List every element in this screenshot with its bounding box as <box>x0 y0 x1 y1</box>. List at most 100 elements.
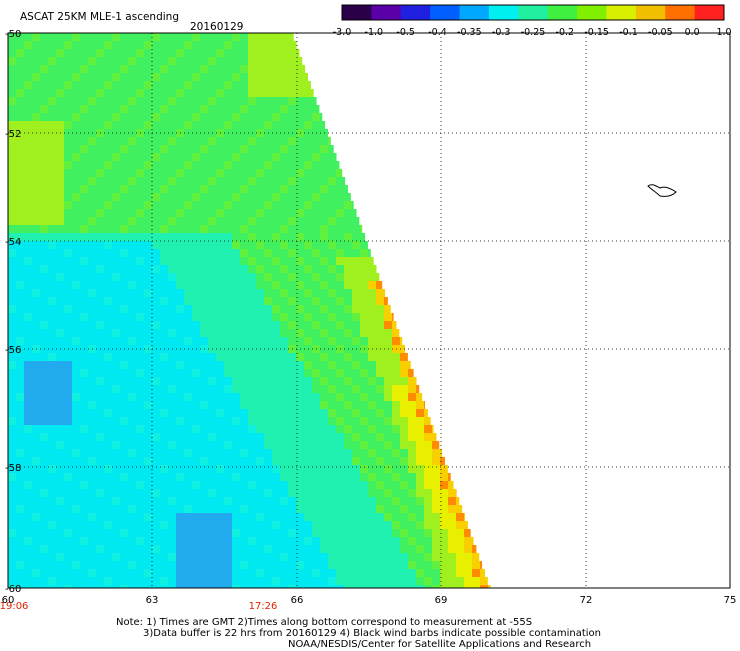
data-cell <box>424 449 432 457</box>
data-cell <box>168 401 176 409</box>
data-cell <box>8 297 16 305</box>
data-cell <box>280 569 288 577</box>
data-cell <box>72 385 80 393</box>
data-cell <box>240 449 248 457</box>
data-cell <box>232 377 240 385</box>
data-cell <box>176 201 184 209</box>
data-cell <box>360 289 368 297</box>
data-cell <box>16 73 24 81</box>
data-cell <box>48 433 56 441</box>
data-cell <box>48 449 56 457</box>
data-cell <box>144 313 152 321</box>
data-cell <box>144 577 152 585</box>
data-cell <box>144 305 152 313</box>
data-cell <box>104 273 112 281</box>
data-cell <box>72 33 80 41</box>
data-cell <box>288 249 296 257</box>
data-cell <box>200 537 208 545</box>
data-cell <box>280 401 288 409</box>
data-cell <box>320 321 328 329</box>
data-cell <box>264 457 272 465</box>
data-cell <box>256 521 264 529</box>
data-cell <box>320 393 328 401</box>
data-cell <box>336 249 344 257</box>
data-cell <box>136 145 144 153</box>
data-cell <box>64 145 72 153</box>
data-cell <box>384 457 392 465</box>
data-cell <box>32 273 40 281</box>
data-cell <box>304 249 312 257</box>
data-cell <box>368 561 376 569</box>
data-cell <box>352 529 360 537</box>
data-cell <box>408 529 416 537</box>
data-cell <box>216 225 224 233</box>
data-cell <box>328 385 336 393</box>
data-cell <box>8 377 16 385</box>
data-cell <box>16 377 24 385</box>
data-cell <box>112 401 120 409</box>
longitude-label: 66 <box>291 595 304 606</box>
data-cell <box>24 337 32 345</box>
data-cell <box>168 145 176 153</box>
data-cell <box>360 337 368 345</box>
data-cell <box>256 49 264 57</box>
data-cell <box>240 489 248 497</box>
data-cell <box>120 457 128 465</box>
data-cell <box>272 465 280 473</box>
data-cell <box>136 489 144 497</box>
data-cell <box>48 41 56 49</box>
note-line-2: 3)Data buffer is 22 hrs from 20160129 4)… <box>143 628 601 640</box>
data-cell <box>168 393 176 401</box>
data-cell <box>288 457 296 465</box>
data-cell <box>96 489 104 497</box>
data-cell <box>352 457 360 465</box>
data-cell <box>72 297 80 305</box>
data-cell <box>248 201 256 209</box>
data-cell <box>248 89 256 97</box>
data-cell <box>96 249 104 257</box>
data-cell <box>160 305 168 313</box>
data-cell <box>112 233 120 241</box>
data-cell <box>256 257 264 265</box>
data-cell <box>40 89 48 97</box>
data-cell <box>384 465 392 473</box>
data-cell <box>304 177 312 185</box>
data-cell <box>80 249 88 257</box>
data-cell <box>192 385 200 393</box>
data-cell <box>112 185 120 193</box>
data-cell <box>312 153 320 161</box>
data-cell <box>352 313 360 321</box>
data-cell <box>240 233 248 241</box>
data-cell <box>16 321 24 329</box>
data-cell <box>320 161 328 169</box>
data-cell <box>24 481 32 489</box>
data-cell <box>136 497 144 505</box>
data-cell <box>136 97 144 105</box>
data-cell <box>96 457 104 465</box>
data-cell <box>168 33 176 41</box>
data-cell <box>88 105 96 113</box>
data-cell <box>24 265 32 273</box>
data-cell <box>56 145 64 153</box>
data-cell <box>344 441 352 449</box>
data-cell <box>88 273 96 281</box>
data-cell <box>360 297 368 305</box>
data-cell <box>424 401 425 409</box>
data-cell <box>184 505 192 513</box>
data-cell <box>184 273 192 281</box>
data-cell <box>360 489 368 497</box>
data-cell <box>208 153 216 161</box>
data-cell <box>184 393 192 401</box>
data-cell <box>136 465 144 473</box>
data-cell <box>224 393 232 401</box>
data-cell <box>376 545 384 553</box>
data-cell <box>344 305 352 313</box>
latitude-label: -52 <box>5 129 21 140</box>
data-cell <box>152 161 160 169</box>
data-cell <box>80 281 88 289</box>
data-cell <box>416 497 424 505</box>
data-cell <box>40 33 48 41</box>
data-cell <box>400 465 408 473</box>
data-cell <box>16 329 24 337</box>
data-cell <box>288 81 296 89</box>
